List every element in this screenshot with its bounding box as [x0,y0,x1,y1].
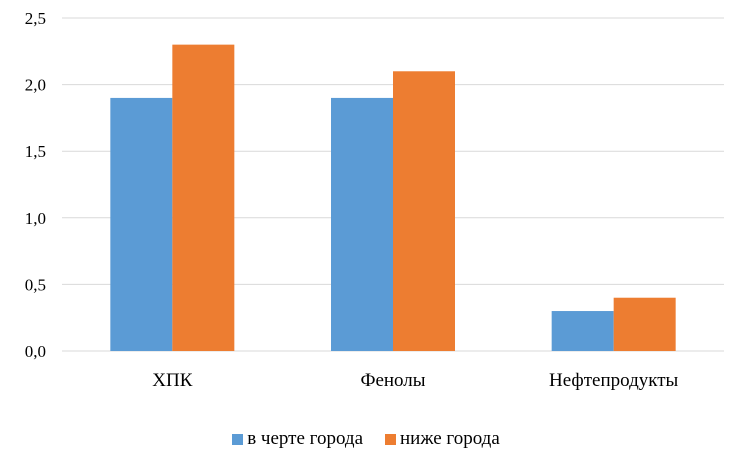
legend-label: в черте города [247,428,364,449]
y-tick-label: 1,5 [25,142,46,161]
legend-item: в черте города [232,428,363,450]
x-category-label: ХПК [152,370,192,391]
bar [110,97,173,351]
bar [172,44,235,351]
y-tick-label: 0,0 [25,342,46,361]
legend-swatch [232,433,244,445]
legend: в черте города ниже города [0,428,732,450]
bar [393,71,455,351]
bar [613,297,676,351]
legend-item: ниже города [385,428,500,450]
bar [551,311,614,351]
bars [110,44,676,351]
y-axis-ticks: 0,0 0,5 1,0 1,5 2,0 2,5 [25,9,46,361]
legend-label: ниже города [400,428,500,449]
y-tick-label: 2,5 [25,9,46,28]
bar-chart: 0,0 0,5 1,0 1,5 2,0 2,5 ХПК Фенолы Нефтепродукт… [25,9,724,391]
y-tick-label: 1,0 [25,209,46,228]
x-category-label: Фенолы [360,370,425,391]
x-axis-categories: ХПК Фенолы Нефтепродукты [152,370,678,391]
bar [331,97,393,351]
legend-swatch [385,433,397,445]
y-tick-label: 2,0 [25,76,46,95]
x-category-label: Нефтепродукты [549,370,679,391]
y-tick-label: 0,5 [25,275,46,294]
